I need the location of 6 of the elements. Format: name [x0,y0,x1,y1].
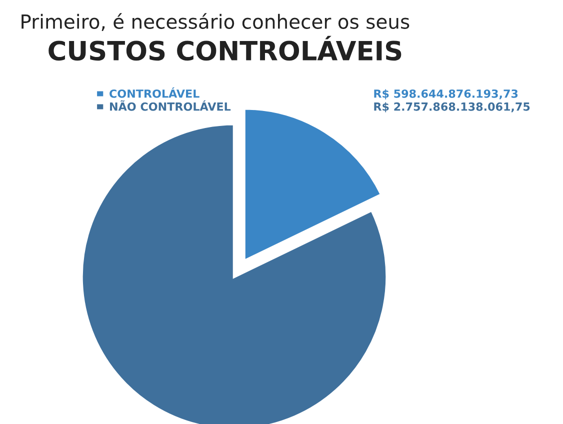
chart-subtitle: CUSTOS CONTROLÁVEIS [48,36,402,61]
data-label: R$ 2.757.868.138.061,75 [374,102,530,112]
chart-title: Primeiro, é necessário conhecer os seus [22,13,410,31]
legend-label: CONTROLÁVEL [110,87,200,98]
legend-label: NÃO CONTROLÁVEL [110,100,231,111]
data-label: R$ 598.644.876.193,73 [374,89,518,100]
